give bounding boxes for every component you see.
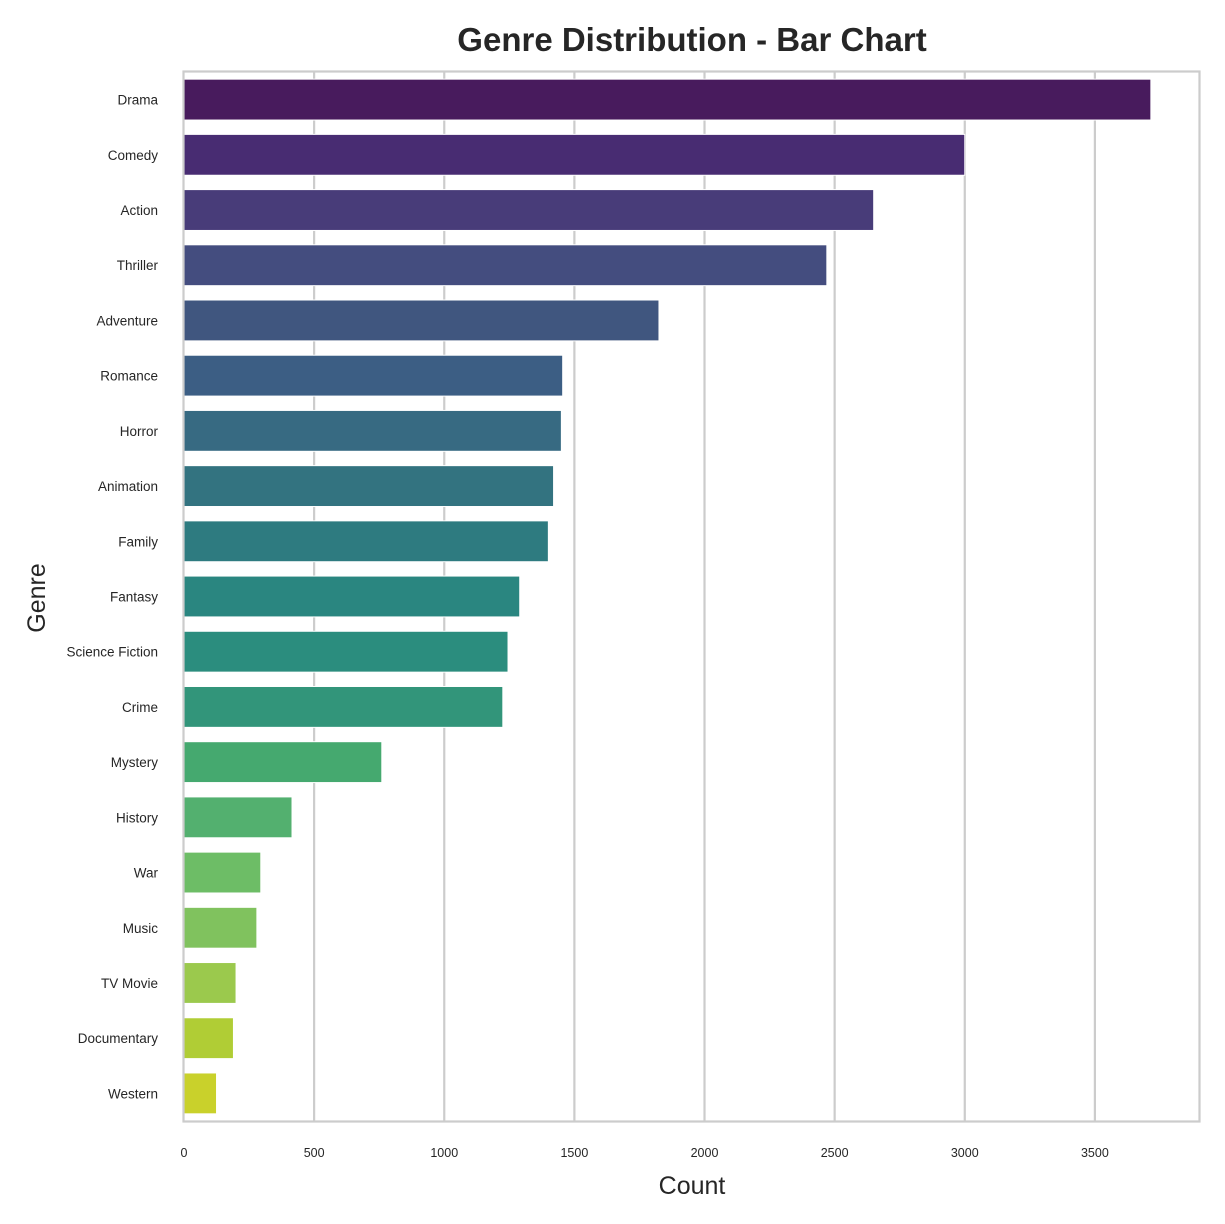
- bar-drama: [183, 78, 1152, 121]
- bar-music: [183, 906, 258, 949]
- x-tick-label: 1500: [560, 1146, 588, 1160]
- chart-title: Genre Distribution - Bar Chart: [457, 21, 926, 58]
- y-tick-label: Mystery: [111, 755, 159, 770]
- bar-romance: [183, 354, 564, 397]
- x-tick-label: 2500: [821, 1146, 849, 1160]
- bar-mystery: [183, 741, 383, 784]
- y-tick-label: Fantasy: [110, 590, 158, 605]
- x-tick-label: 3000: [951, 1146, 979, 1160]
- y-axis-label: Genre: [23, 563, 51, 632]
- bar-horror: [183, 409, 562, 452]
- y-tick-label: Adventure: [96, 313, 158, 328]
- x-tick-label: 500: [304, 1146, 325, 1160]
- bar-animation: [183, 465, 555, 508]
- x-tick-label: 0: [181, 1146, 188, 1160]
- y-tick-labels: Drama Comedy Action Thriller Adventure Romanc…: [66, 93, 158, 1102]
- y-tick-label: Family: [118, 534, 158, 549]
- bars: [183, 78, 1152, 1115]
- y-tick-label: Science Fiction: [66, 645, 158, 660]
- bar-family: [183, 520, 549, 563]
- x-tick-labels: 0 500 1000 1500 2000 2500 3000 3500: [181, 1146, 1109, 1160]
- x-tick-label: 1000: [430, 1146, 458, 1160]
- bar-science-fiction: [183, 630, 509, 673]
- bar-history: [183, 796, 293, 839]
- x-tick-label: 2000: [691, 1146, 719, 1160]
- bar-war: [183, 851, 262, 894]
- bar-action: [183, 189, 875, 231]
- y-tick-label: Horror: [120, 424, 159, 439]
- y-tick-label: War: [134, 866, 159, 881]
- y-tick-label: Action: [120, 203, 158, 218]
- y-tick-label: Thriller: [117, 258, 159, 273]
- bar-western: [183, 1072, 218, 1115]
- bar-crime: [183, 685, 504, 728]
- y-tick-label: Comedy: [108, 148, 159, 163]
- bar-documentary: [183, 1017, 234, 1060]
- y-tick-label: Music: [123, 921, 159, 936]
- y-tick-label: Western: [108, 1086, 158, 1101]
- y-tick-label: History: [116, 810, 158, 825]
- x-tick-label: 3500: [1081, 1146, 1109, 1160]
- bar-thriller: [183, 244, 828, 287]
- y-tick-label: Animation: [98, 479, 158, 494]
- bar-adventure: [183, 299, 660, 342]
- y-tick-label: Romance: [100, 369, 158, 384]
- y-tick-label: Drama: [117, 93, 158, 108]
- bar-comedy: [183, 133, 966, 176]
- bar-tv-movie: [183, 962, 237, 1004]
- y-tick-label: Documentary: [78, 1031, 159, 1046]
- y-tick-label: Crime: [122, 700, 158, 715]
- y-tick-label: TV Movie: [101, 976, 158, 991]
- bar-fantasy: [183, 575, 521, 618]
- x-axis-label: Count: [659, 1172, 726, 1200]
- plot-area-frame: [182, 70, 1201, 1123]
